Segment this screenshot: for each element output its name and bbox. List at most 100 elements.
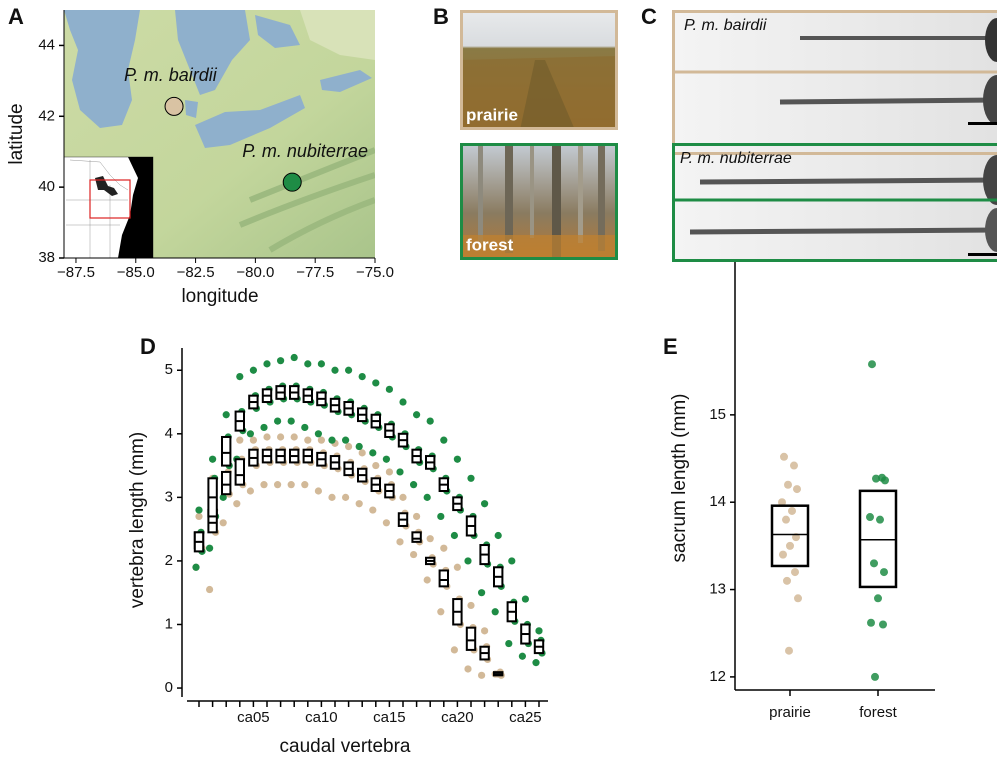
point [274,481,282,489]
y-tick-label: 44 [38,36,55,53]
point [192,563,200,571]
image-label: P. m. nubiterrae [680,150,792,167]
point [532,659,540,667]
point [314,487,322,495]
map-background [64,10,375,258]
point [328,436,336,444]
point [263,433,271,441]
point [355,442,363,451]
point [867,618,875,627]
image-frame [672,143,997,262]
image-frame [460,143,618,260]
y-tick-label: 3 [165,488,173,505]
point [399,493,407,501]
point [233,500,241,508]
point [413,512,421,521]
point [440,436,448,444]
point [399,398,407,406]
y-tick-label: 38 [38,249,55,266]
point [274,417,282,425]
point [453,563,461,571]
point [396,468,404,476]
box [858,489,898,589]
point [788,506,796,515]
point [464,557,472,565]
image-label: P. m. bairdii [684,17,767,34]
point [410,550,418,559]
point [236,436,244,444]
point [782,515,790,524]
x-axis-label: caudal vertebra [280,736,411,757]
x-tick-label: ca25 [509,709,542,726]
point [358,449,366,457]
point [342,436,350,444]
y-tick-label: 13 [709,581,726,598]
point [521,595,530,603]
point [236,373,244,381]
point [355,500,363,508]
point [385,468,393,476]
point [290,353,298,362]
point [219,519,227,527]
point [879,620,887,629]
point [195,506,203,514]
x-tick-label: prairie [769,704,811,721]
x-tick-label: ca10 [305,709,338,726]
y-tick-label: 0 [165,679,173,696]
y-tick-label: 4 [165,425,173,442]
point [260,423,268,432]
point [249,366,257,374]
point [478,589,486,597]
point [382,519,390,527]
point [778,498,786,507]
y-tick-label: 5 [165,361,173,378]
point [876,515,884,524]
point [328,493,336,501]
point [784,480,792,489]
point [450,646,458,654]
point [866,513,874,522]
y-tick-label: 12 [709,668,726,685]
site-point [282,172,302,192]
image-label: prairie [466,105,518,124]
point [880,568,888,577]
point [793,485,801,494]
point [535,627,543,635]
point [491,608,499,616]
site-label: P. m. nubiterrae [242,141,368,161]
point [779,550,787,559]
point [790,461,798,470]
point [206,585,214,594]
point [881,476,889,485]
point [467,474,475,482]
point [426,535,434,543]
point [290,433,298,441]
point [209,455,217,463]
point [342,493,350,501]
point [219,493,227,501]
point [369,449,377,457]
photo-forest [460,143,618,260]
point [369,506,377,514]
point [505,639,513,648]
box [221,470,232,496]
point [871,672,879,681]
site-point [164,96,184,116]
point [301,423,309,432]
point [785,646,793,655]
point [317,436,325,444]
point [277,357,285,365]
point [277,433,285,441]
photo-prairie [460,10,618,130]
point [246,487,254,495]
box [465,626,477,651]
x-tick-label: ca20 [441,709,474,726]
y-tick-label: 14 [709,493,726,510]
site-label: P. m. bairdii [124,65,218,85]
point [870,559,878,568]
panel-letter: D [140,334,156,359]
point [437,608,445,616]
point [478,671,486,679]
image-frame [672,10,997,155]
